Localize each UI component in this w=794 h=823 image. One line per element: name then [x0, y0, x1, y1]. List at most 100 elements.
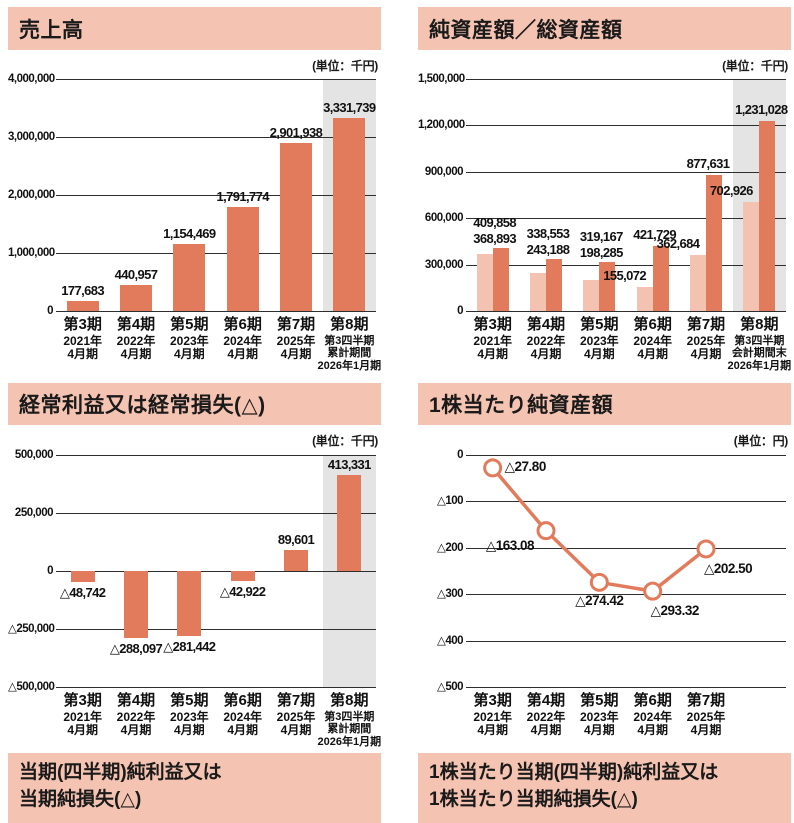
- x-axis-label: 第7期 2025年 4月期: [263, 315, 328, 362]
- bar-value-label: △48,742: [59, 585, 106, 601]
- x-axis-label: 第4期 2022年 4月期: [103, 315, 168, 362]
- bar-dark: [759, 120, 776, 311]
- x-axis-period-label: 第5期: [170, 692, 209, 709]
- x-axis-period-label: 第3期: [473, 316, 512, 333]
- x-axis-period-label: 第7期: [686, 692, 726, 709]
- x-axis-period-label: 第6期: [633, 316, 672, 333]
- x-axis-label: 第8期 第3四半期 累計期間 2026年1月期: [317, 315, 382, 372]
- x-axis-period-subtext: 2026年1月期: [317, 735, 382, 748]
- gridline: [466, 455, 786, 456]
- x-axis-period-label: 第8期: [740, 316, 779, 333]
- bar-value-label: 3,331,739: [323, 99, 376, 115]
- x-axis-period-subtext: 2023年: [169, 333, 209, 348]
- panel-header-net-income-per-share: 1株当たり当期(四半期)純利益又は 1株当たり当期純損失(△): [418, 753, 791, 823]
- line-series: [483, 458, 716, 601]
- bar: [230, 571, 255, 581]
- bar: [66, 300, 99, 311]
- x-axis-label: 第7期 2025年 4月期: [673, 691, 738, 738]
- x-axis-label: 第8期 第3四半期 累計期間 2026年1月期: [317, 691, 382, 748]
- panel-header-ordinary-income: 経常利益又は経常損失(△): [8, 383, 381, 425]
- bar-value-label-dark: 421,729: [633, 226, 677, 242]
- bar-value-label-dark: 1,231,028: [735, 101, 788, 117]
- x-axis-period-subtext: 4月期: [120, 347, 152, 362]
- x-axis-period-subtext: 4月期: [637, 723, 668, 738]
- x-axis-period-subtext: 4月期: [637, 347, 668, 362]
- y-tick-label: △250,000: [8, 623, 55, 635]
- gridline: [466, 79, 786, 80]
- x-axis-label: 第3期 2021年 4月期: [50, 691, 115, 738]
- x-axis-label: 第6期 2024年 4月期: [620, 315, 685, 362]
- gridline: [56, 79, 376, 80]
- bar-dark: [706, 175, 722, 311]
- point-value-label: △27.80: [504, 458, 547, 474]
- x-axis-label: 第6期 2024年 4月期: [210, 691, 275, 738]
- bar-light: [690, 254, 706, 311]
- gridline: [56, 513, 376, 514]
- y-tick-label: 3,000,000: [8, 131, 55, 143]
- x-axis-period-subtext: 会計期間末: [731, 347, 787, 360]
- data-point-marker: [643, 581, 663, 601]
- chart-title-net-assets: 純資産額／総資産額: [429, 18, 623, 42]
- bar-value-label: 1,791,774: [216, 189, 269, 205]
- x-axis-period-subtext: 4月期: [67, 723, 98, 738]
- bar-light: [743, 202, 760, 311]
- x-axis-period-subtext: 第3四半期: [324, 710, 375, 723]
- x-axis-period-subtext: 2024年: [223, 333, 263, 348]
- x-axis-period-label: 第8期: [330, 692, 369, 709]
- point-value-label: △202.50: [704, 560, 753, 576]
- x-axis-label: 第5期 2023年 4月期: [567, 691, 632, 738]
- bar-dark: [546, 258, 562, 311]
- bar-dark: [652, 245, 669, 311]
- y-tick-label: △500,000: [8, 681, 55, 693]
- y-tick-label: 1,200,000: [418, 119, 465, 132]
- x-axis-period-subtext: 4月期: [530, 723, 562, 738]
- x-axis-period-subtext: 4月期: [690, 723, 722, 738]
- x-axis-period-subtext: 4月期: [173, 347, 205, 362]
- data-point-marker: [536, 521, 556, 541]
- x-axis-period-subtext: 4月期: [280, 723, 312, 738]
- x-axis-period-label: 第7期: [276, 692, 316, 709]
- x-axis-period-label: 第3期: [473, 692, 512, 709]
- panel-header-net-sales: 売上高: [8, 7, 381, 50]
- x-axis-period-subtext: 2026年1月期: [727, 359, 792, 372]
- x-axis-period-subtext: 2025年: [276, 709, 316, 724]
- bar-value-label: △288,097: [109, 640, 163, 656]
- y-tick-label: 600,000: [424, 212, 464, 225]
- section-title-line: 1株当たり当期純損失(△): [429, 788, 638, 810]
- bar-value-label-light: 198,285: [579, 244, 623, 260]
- x-axis-period-subtext: 2024年: [633, 709, 673, 724]
- gridline: [466, 547, 786, 549]
- gridline: [466, 264, 786, 266]
- x-axis-label: 第6期 2024年 4月期: [620, 691, 685, 738]
- point-value-label: △163.08: [485, 537, 535, 553]
- x-axis-period-subtext: 4月期: [280, 347, 312, 362]
- x-axis-period-subtext: 4月期: [583, 723, 615, 738]
- x-axis-period-subtext: 4月期: [477, 723, 508, 738]
- x-axis-label: 第8期 第3四半期 会計期間末 2026年1月期: [727, 315, 792, 372]
- unit-label: (単位：円): [733, 434, 789, 448]
- bar-value-label: △281,442: [163, 639, 216, 655]
- gridline: [466, 171, 786, 173]
- bar-value-label-dark: 319,167: [579, 228, 623, 244]
- x-axis-period-subtext: 2022年: [526, 709, 566, 724]
- unit-label: (単位：千円): [312, 434, 378, 448]
- y-tick-label: 500,000: [14, 449, 54, 461]
- point-value-label: △274.42: [575, 593, 624, 609]
- section-title-line: 当期純損失(△): [19, 788, 142, 810]
- x-axis-label: 第5期 2023年 4月期: [157, 315, 222, 362]
- x-axis-period-label: 第3期: [63, 316, 102, 333]
- x-axis-period-subtext: 2023年: [579, 333, 619, 348]
- x-axis-period-subtext: 2022年: [116, 709, 156, 724]
- gridline: [466, 687, 786, 688]
- x-axis-period-subtext: 4月期: [530, 347, 562, 362]
- bar-light: [476, 253, 493, 311]
- y-tick-label: 0: [457, 305, 463, 317]
- gridline: [466, 311, 786, 312]
- bar-value-label-light: 362,684: [656, 235, 700, 251]
- x-axis-label: 第4期 2022年 4月期: [513, 691, 578, 738]
- bar-value-label-dark: 409,858: [473, 214, 517, 230]
- x-axis-period-label: 第8期: [330, 316, 369, 333]
- x-axis-label: 第3期 2021年 4月期: [460, 691, 525, 738]
- bar: [226, 207, 259, 311]
- chart-net-sales: (単位：千円) 4,000,000 3,000,000 2,000,000 1,000…: [8, 50, 381, 383]
